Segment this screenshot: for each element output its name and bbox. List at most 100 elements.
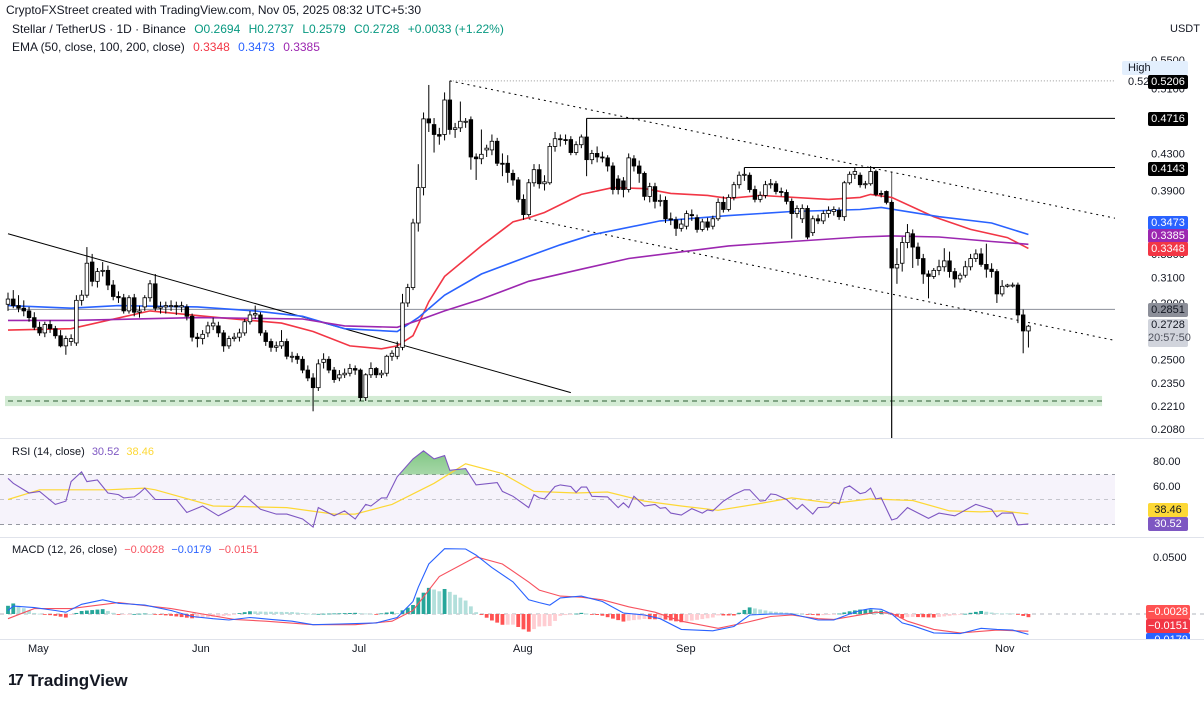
candle <box>142 295 147 311</box>
tradingview-logo[interactable]: 17 TradingView <box>8 671 128 691</box>
candle <box>984 243 989 278</box>
low-value: L0.2579 <box>302 22 346 36</box>
candle <box>757 191 763 203</box>
candle-body <box>952 271 957 280</box>
macd-legend[interactable]: MACD (12, 26, close) −0.0028 −0.0179 −0.… <box>12 544 263 556</box>
macd-histogram-bar <box>758 609 763 614</box>
candle-body <box>794 208 800 214</box>
candle <box>952 267 957 288</box>
macd-histogram-bar <box>763 610 768 614</box>
candle <box>53 325 58 339</box>
rsi-ma-value: 38.46 <box>126 446 154 458</box>
macd-histogram-bar <box>468 606 473 614</box>
candle <box>715 198 721 221</box>
candle <box>431 118 437 153</box>
candle-body <box>47 324 53 330</box>
candle <box>857 172 863 188</box>
candle <box>21 300 26 317</box>
ema-legend[interactable]: EMA (50, close, 100, 200, close) 0.3348 … <box>12 40 325 54</box>
macd-histogram-bar <box>416 597 421 614</box>
macd-histogram-bar <box>316 613 321 615</box>
candle <box>921 253 926 284</box>
candle-body <box>147 283 153 299</box>
macd-histogram-bar <box>695 614 699 620</box>
rsi-legend[interactable]: RSI (14, close) 30.52 38.46 <box>12 446 158 458</box>
macd-histogram-bar <box>69 614 74 615</box>
macd-histogram-bar <box>369 613 373 615</box>
candle-body <box>668 218 673 221</box>
macd-histogram-bar <box>526 614 531 632</box>
candle <box>137 305 142 318</box>
ema50-price-label: 0.3348 <box>1148 242 1188 256</box>
macd-histogram-bar <box>48 614 52 616</box>
rsi-line <box>7 450 1029 529</box>
candle <box>1015 282 1021 324</box>
candle-body <box>421 118 426 188</box>
candle-body <box>663 199 668 220</box>
candle-body <box>53 328 58 337</box>
candle-body <box>889 201 894 269</box>
candle-body <box>710 218 716 227</box>
candle-body <box>479 153 484 160</box>
price-axis-tick: 0.2350 <box>1151 378 1185 390</box>
ema200-line <box>8 235 1029 329</box>
currency-label: USDT <box>1170 23 1200 35</box>
macd-histogram-bar <box>284 611 289 614</box>
macd-histogram-bar <box>821 614 826 616</box>
macd-histogram-bar <box>931 614 936 618</box>
candle-body <box>195 336 200 340</box>
macd-histogram-bar <box>831 614 836 615</box>
candle-body <box>410 222 416 288</box>
macd-histogram-bar <box>216 614 221 617</box>
macd-histogram-bar <box>563 614 568 616</box>
high-text: High <box>1128 62 1151 74</box>
candle-body <box>805 208 810 238</box>
candle <box>384 354 389 377</box>
symbol-name[interactable]: Stellar / TetherUS · 1D · Binance <box>12 22 186 36</box>
macd-histogram-bar <box>32 612 37 614</box>
macd-histogram-bar <box>58 614 63 617</box>
candle-body <box>142 297 147 308</box>
candle-body <box>1020 314 1026 332</box>
macd-histogram-bar <box>116 614 121 615</box>
candle-body <box>647 186 652 197</box>
candle <box>600 151 605 163</box>
macd-histogram-bar <box>484 614 489 618</box>
macd-histogram-bar <box>684 614 689 622</box>
candle <box>658 194 663 207</box>
candle <box>437 127 442 145</box>
candle <box>905 224 910 249</box>
macd-histogram-bar <box>174 614 179 617</box>
candle <box>684 210 689 230</box>
macd-histogram-bar <box>537 614 542 627</box>
candle-body <box>626 157 631 190</box>
candle <box>105 265 111 291</box>
macd-histogram-bar <box>547 614 552 627</box>
candle-body <box>747 174 752 190</box>
macd-histogram-bar <box>679 614 684 623</box>
macd-histogram-bar <box>463 600 468 614</box>
candle-body <box>942 260 947 268</box>
macd-histogram-bar <box>237 613 242 614</box>
candle-body <box>347 368 353 374</box>
candle <box>189 313 195 342</box>
last-price-label: 0.2728 20:57:50 <box>1148 319 1191 347</box>
pane-divider[interactable] <box>0 438 1204 439</box>
macd-histogram-bar <box>579 612 584 614</box>
candle <box>426 84 431 132</box>
candle-body <box>489 140 495 151</box>
macd-title: MACD (12, 26, close) <box>12 544 118 556</box>
candle <box>505 155 510 183</box>
macd-histogram-bar <box>653 614 657 620</box>
candle-body <box>789 200 794 214</box>
candle <box>1010 282 1015 288</box>
candle <box>132 293 137 317</box>
macd-line-price-label: −0.0179 <box>1146 633 1190 639</box>
macd-histogram-bar <box>616 614 621 621</box>
macd-histogram-bar <box>447 591 452 614</box>
candle-body <box>505 162 510 173</box>
chart-canvas[interactable]: 0.55000.51000.43000.39000.33000.31000.29… <box>0 0 1204 660</box>
candle <box>978 248 984 267</box>
rsi-price-label: 30.52 <box>1148 517 1188 531</box>
pane-divider[interactable] <box>0 537 1204 538</box>
